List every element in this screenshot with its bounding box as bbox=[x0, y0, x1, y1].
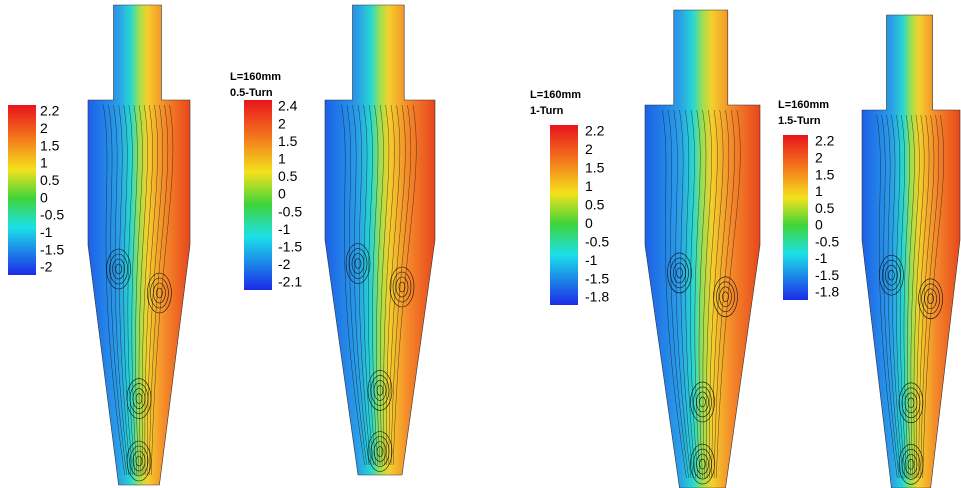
colorbar-label: 2.2 bbox=[40, 103, 60, 119]
colorbar-label: 2.4 bbox=[278, 98, 298, 114]
panel-title: L=160mm bbox=[530, 89, 581, 101]
colorbar-label: 0.5 bbox=[40, 172, 60, 188]
colorbar-label: 1 bbox=[815, 183, 823, 199]
figure: 2.221.510.50-0.5-1-1.5-22.421.510.50-0.5… bbox=[0, 0, 961, 488]
colorbar-label: 0 bbox=[278, 186, 286, 202]
colorbar-label: -0.5 bbox=[815, 233, 839, 249]
panel-title: 1-Turn bbox=[530, 105, 564, 117]
colorbar bbox=[550, 125, 578, 305]
colorbar-label: -2 bbox=[278, 256, 291, 272]
panel-title: L=160mm bbox=[230, 71, 281, 83]
colorbar-label: 1.5 bbox=[815, 166, 835, 182]
colorbar-label: -2.1 bbox=[278, 274, 302, 290]
colorbar-label: 2 bbox=[585, 141, 593, 157]
colorbar-label: 2 bbox=[40, 120, 48, 136]
colorbar-label: -1.8 bbox=[815, 284, 839, 300]
colorbar-label: 0.5 bbox=[815, 200, 835, 216]
colorbar-label: -0.5 bbox=[585, 233, 609, 249]
panel-title: 1.5-Turn bbox=[778, 115, 821, 127]
colorbar-label: 0.5 bbox=[278, 168, 298, 184]
colorbar-label: 1.5 bbox=[585, 160, 605, 176]
panel-title: L=160mm bbox=[778, 99, 829, 111]
colorbar-label: -1 bbox=[40, 224, 53, 240]
colorbar-label: -1.5 bbox=[815, 267, 839, 283]
colorbar-label: 1.5 bbox=[40, 137, 60, 153]
colorbar-label: 2.2 bbox=[585, 123, 605, 139]
colorbar bbox=[8, 105, 36, 275]
cyclone-contour bbox=[88, 5, 190, 485]
colorbar-label: 1 bbox=[585, 178, 593, 194]
panel-title: 0.5-Turn bbox=[230, 87, 273, 99]
page: 2.221.510.50-0.5-1-1.5-22.421.510.50-0.5… bbox=[0, 0, 961, 488]
colorbar-label: -0.5 bbox=[278, 203, 302, 219]
colorbar-label: 1.5 bbox=[278, 133, 298, 149]
colorbar-label: 0 bbox=[40, 189, 48, 205]
colorbar-label: 1 bbox=[40, 155, 48, 171]
colorbar-label: -0.5 bbox=[40, 207, 64, 223]
colorbar-label: -1.5 bbox=[278, 239, 302, 255]
colorbar-label: -1 bbox=[815, 250, 828, 266]
colorbar bbox=[783, 135, 808, 300]
cyclone-contour bbox=[325, 5, 435, 475]
colorbar-label: 0.5 bbox=[585, 196, 605, 212]
colorbar bbox=[244, 100, 272, 290]
cyclone-contour bbox=[645, 10, 760, 488]
colorbar-label: -1.5 bbox=[40, 241, 64, 257]
colorbar-label: -1.8 bbox=[585, 289, 609, 305]
colorbar-label: 0 bbox=[585, 215, 593, 231]
colorbar-label: 0 bbox=[815, 217, 823, 233]
colorbar-label: 2 bbox=[815, 149, 823, 165]
colorbar-label: -2 bbox=[40, 259, 53, 275]
cyclone-contour bbox=[862, 15, 960, 488]
colorbar-label: -1.5 bbox=[585, 270, 609, 286]
colorbar-label: -1 bbox=[278, 221, 291, 237]
colorbar-label: -1 bbox=[585, 252, 598, 268]
colorbar-label: 2 bbox=[278, 115, 286, 131]
colorbar-label: 1 bbox=[278, 151, 286, 167]
colorbar-label: 2.2 bbox=[815, 133, 835, 149]
